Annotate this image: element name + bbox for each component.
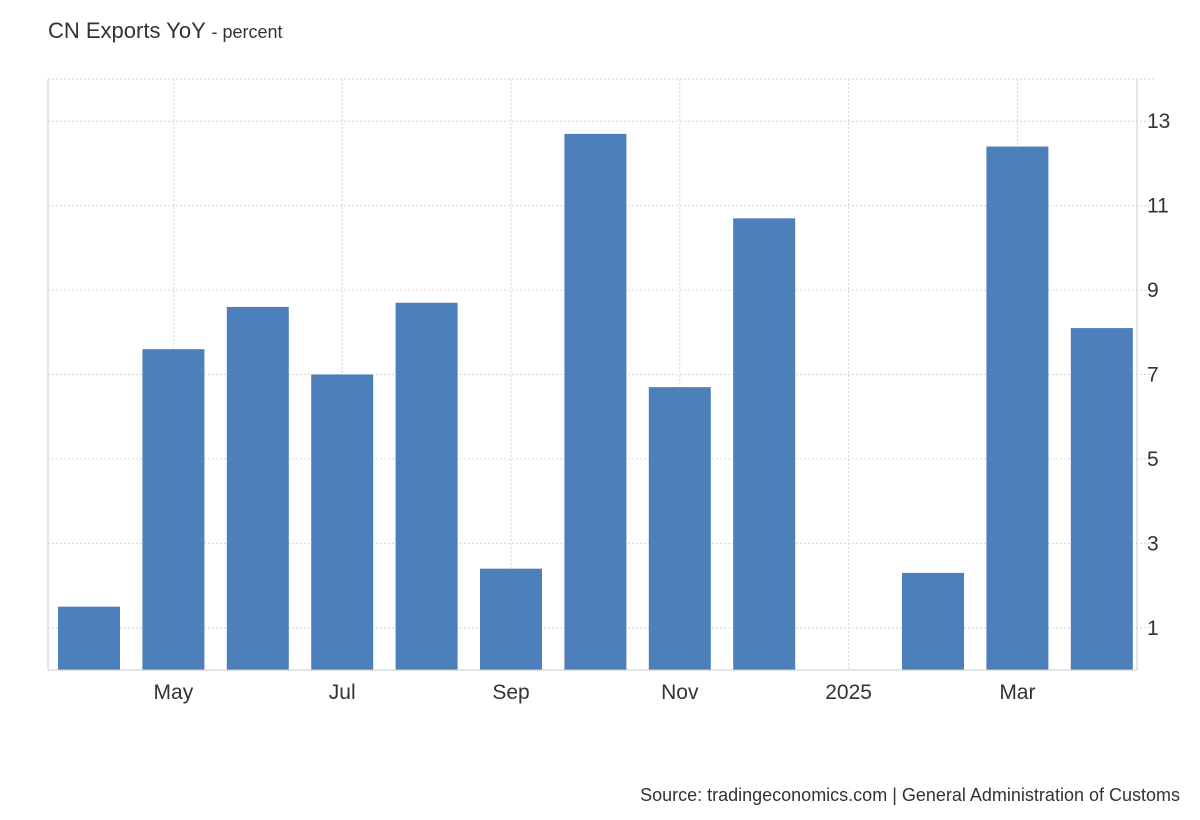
x-tick-label: Mar xyxy=(999,681,1035,704)
bars xyxy=(58,133,1133,671)
bar-2024-11 xyxy=(648,387,711,670)
x-tick-label: Sep xyxy=(492,681,529,704)
y-tick-label: 3 xyxy=(1147,532,1159,555)
axes xyxy=(47,79,1138,671)
bar-2024-07 xyxy=(311,374,374,670)
bar-2024-04 xyxy=(58,606,120,670)
chart-title-main: CN Exports YoY xyxy=(48,18,206,43)
y-tick-label: 5 xyxy=(1147,448,1159,471)
bar-2024-06 xyxy=(226,306,289,670)
y-tick-label: 11 xyxy=(1147,195,1169,218)
x-tick-label: Jul xyxy=(329,681,356,704)
bar-2025-04 xyxy=(1070,328,1133,670)
chart-title: CN Exports YoY - percent xyxy=(48,18,283,44)
bar-2025-03 xyxy=(986,146,1049,671)
bar-2024-08 xyxy=(395,302,458,670)
x-tick-label: 2025 xyxy=(825,681,872,704)
bar-2025-02 xyxy=(902,572,964,670)
source-text: Source: tradingeconomics.com | General A… xyxy=(640,785,1180,805)
bar-2024-09 xyxy=(480,568,542,670)
y-tick-label: 13 xyxy=(1147,110,1170,133)
bar-2024-05 xyxy=(142,349,205,670)
y-tick-label: 7 xyxy=(1147,364,1159,387)
y-tick-label: 9 xyxy=(1147,279,1159,302)
x-tick-label: May xyxy=(154,681,194,704)
bar-2024-12 xyxy=(733,218,796,671)
x-tick-label: Nov xyxy=(661,681,699,704)
bar-2024-10 xyxy=(564,133,627,671)
chart-subtitle: - percent xyxy=(211,22,283,42)
y-tick-label: 1 xyxy=(1147,617,1159,640)
